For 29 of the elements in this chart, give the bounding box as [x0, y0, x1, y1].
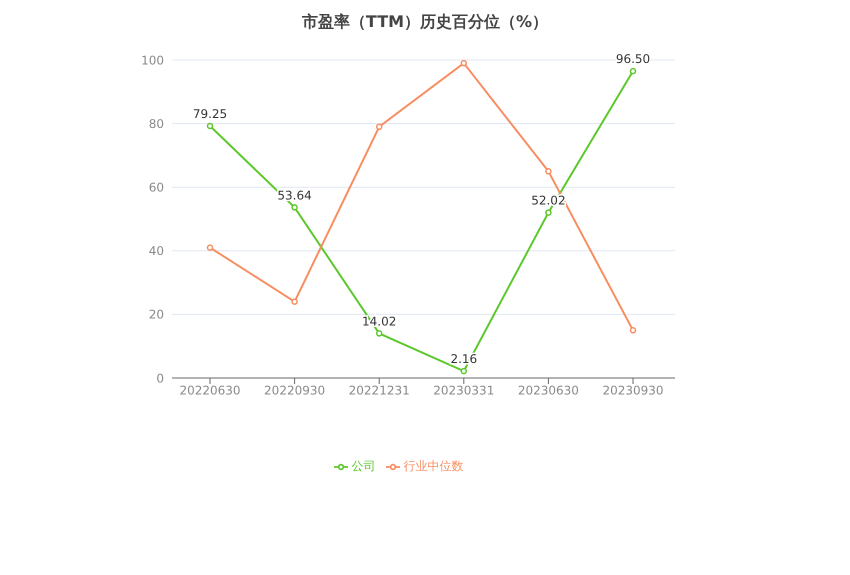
y-tick-label: 0 — [156, 371, 164, 386]
point — [291, 204, 298, 211]
x-tick-label: 20230331 — [433, 384, 494, 398]
point — [545, 209, 552, 216]
point — [460, 368, 468, 374]
data-label: 96.50 — [616, 52, 650, 66]
x-tick-label: 20221231 — [348, 384, 410, 398]
data-label: 79.25 — [192, 106, 228, 121]
point — [545, 168, 552, 175]
x-tick-label: 20220630 — [179, 384, 241, 398]
y-tick-label: 60 — [148, 180, 164, 194]
point — [460, 60, 468, 66]
x-tick-label: 20220930 — [264, 384, 326, 398]
point — [630, 327, 636, 334]
point — [291, 298, 298, 305]
point — [206, 122, 214, 130]
y-tick-label: 80 — [148, 116, 164, 131]
y-tick-label: 40 — [148, 244, 164, 258]
legend-label: 行业中位数 — [404, 459, 464, 473]
point — [376, 124, 382, 130]
point — [630, 68, 636, 74]
point — [376, 330, 382, 337]
legend-label: 公司 — [352, 459, 376, 473]
y-tick-label: 20 — [148, 308, 164, 322]
y-tick-label: 100 — [141, 53, 164, 68]
x-tick-label: 20230630 — [518, 384, 579, 398]
point — [206, 244, 214, 251]
x-tick-label: 20230930 — [602, 384, 664, 398]
chart-title: 市盈率（TTM）历史百分位（%） — [300, 12, 550, 33]
